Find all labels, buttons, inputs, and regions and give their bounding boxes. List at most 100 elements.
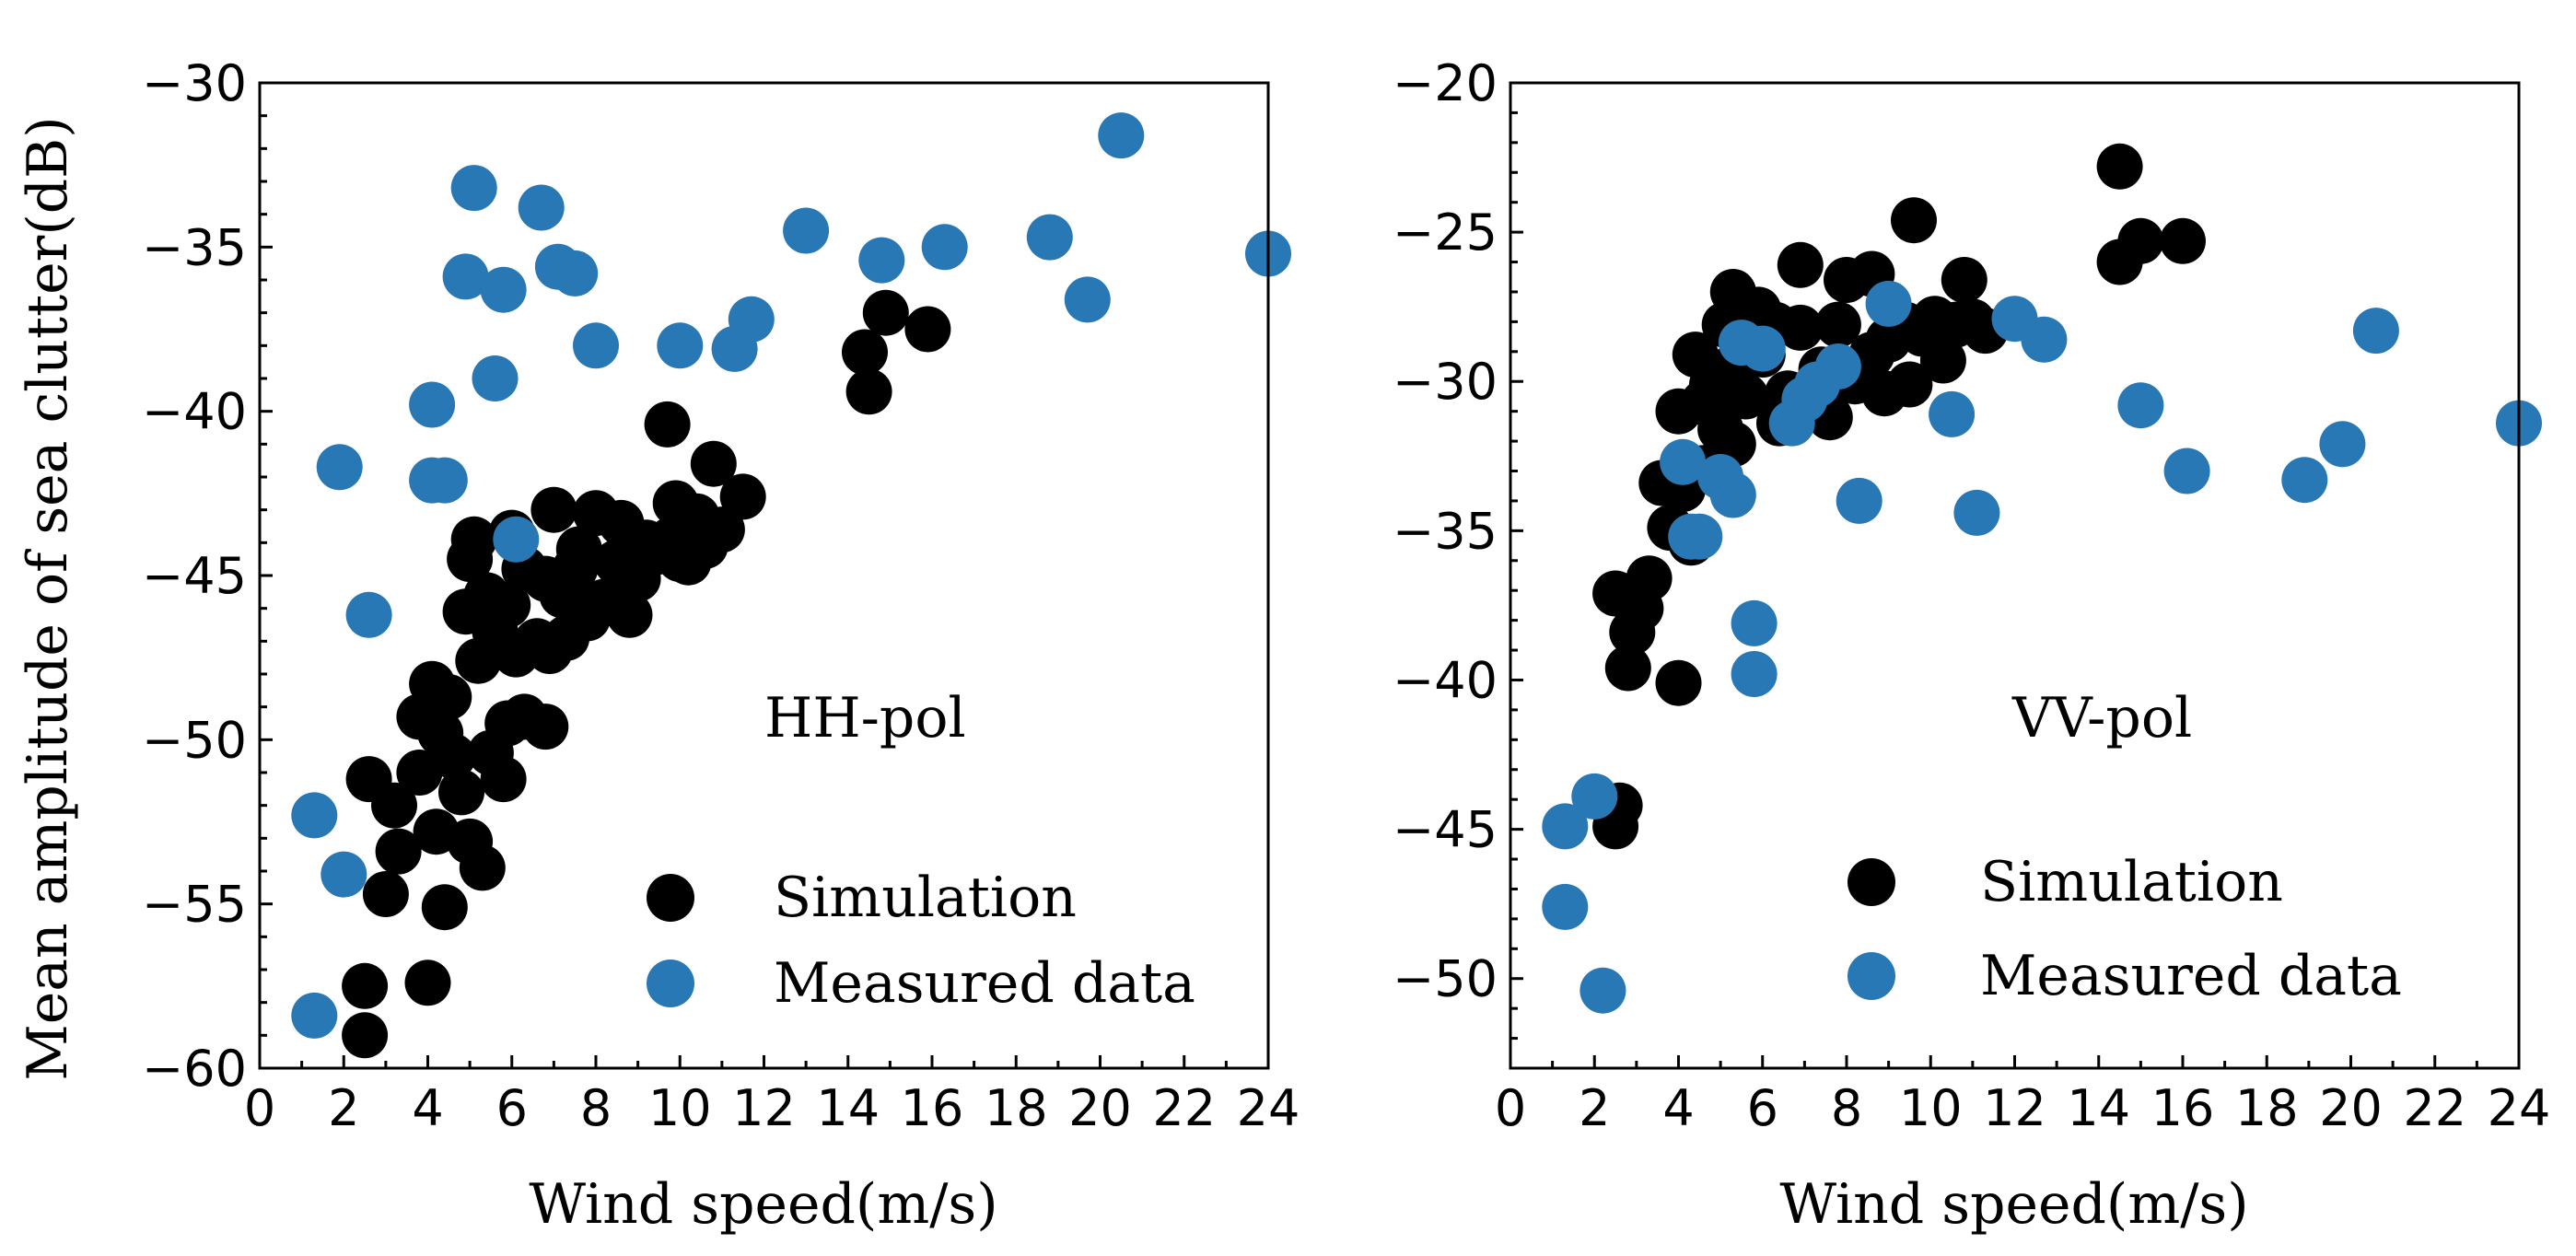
hh-pol-simulation-point-20 bbox=[484, 700, 531, 747]
vv-pol-simulation-point-55 bbox=[2160, 217, 2206, 264]
legend-label-measured: Measured data bbox=[1980, 944, 2402, 1008]
legend-label-simulation: Simulation bbox=[774, 866, 1077, 930]
hh-pol-measured-point-3 bbox=[316, 444, 363, 491]
legend-marker-simulation bbox=[1847, 858, 1895, 906]
vv-pol-x-tick-label-2: 2 bbox=[1579, 1079, 1610, 1137]
vv-pol-simulation-point-2 bbox=[1604, 645, 1651, 692]
vv-pol-legend: Simulation Measured data bbox=[1847, 850, 2402, 1008]
vv-pol-x-tick-label-20: 20 bbox=[2319, 1079, 2383, 1137]
vv-pol-simulation-point-45 bbox=[1891, 197, 1937, 244]
vv-pol-panel: 0 2 4 6 8 10 12 14 16 18 20 22 24 −50−45−40−35−30−25… bbox=[1393, 54, 2550, 1237]
vv-pol-y-tick-label--40: −40 bbox=[1393, 651, 1498, 709]
hh-pol-measured-point-0 bbox=[291, 992, 338, 1039]
vv-pol-simulation-point-54 bbox=[2117, 217, 2164, 264]
hh-pol-x-tick-label-2: 2 bbox=[328, 1079, 359, 1137]
vv-pol-y-ticks: −50 −45 −40 −35 −30 −25 −20 bbox=[1393, 54, 1523, 1070]
hh-pol-simulation-point-11 bbox=[345, 756, 392, 803]
hh-pol-x-tick-label-14: 14 bbox=[816, 1079, 880, 1137]
hh-pol-simulation-point-3 bbox=[421, 884, 468, 931]
hh-pol-simulation-point-5 bbox=[375, 828, 422, 875]
vv-pol-simulation-point-30 bbox=[1777, 241, 1824, 288]
vv-pol-y-tick-label--50: −50 bbox=[1393, 950, 1498, 1008]
hh-pol-simulation-point-15 bbox=[480, 756, 527, 803]
vv-pol-measured-point-16 bbox=[1814, 343, 1861, 390]
hh-pol-measured-point-25 bbox=[1098, 112, 1145, 159]
hh-pol-measured-point-20 bbox=[783, 207, 830, 254]
vv-pol-simulation-point-3 bbox=[1655, 659, 1702, 706]
hh-pol-measured-point-16 bbox=[573, 322, 619, 369]
hh-pol-simulation-point-53 bbox=[530, 486, 577, 533]
vv-pol-x-tick-label-18: 18 bbox=[2235, 1079, 2299, 1137]
hh-pol-measured-point-23 bbox=[1026, 214, 1073, 261]
hh-pol-simulation-point-9 bbox=[438, 769, 484, 816]
vv-pol-simulation-point-26 bbox=[1709, 269, 1756, 315]
hh-pol-points bbox=[291, 112, 1291, 1059]
hh-pol-measured-point-12 bbox=[493, 516, 540, 563]
hh-pol-measured-point-7 bbox=[409, 381, 456, 428]
vv-pol-simulation-point-29 bbox=[1777, 304, 1824, 351]
vv-pol-y-tick-label--20: −20 bbox=[1393, 54, 1498, 112]
hh-pol-measured-point-10 bbox=[472, 355, 519, 401]
hh-pol-y-tick-label--30: −30 bbox=[142, 54, 247, 112]
hh-pol-simulation-point-52 bbox=[673, 493, 720, 540]
vv-pol-measured-point-3 bbox=[1579, 967, 1626, 1014]
vv-pol-measured-point-22 bbox=[2021, 316, 2068, 363]
hh-pol-simulation-point-35 bbox=[484, 582, 531, 629]
vv-pol-measured-point-4 bbox=[1660, 438, 1707, 485]
hh-pol-simulation-point-1 bbox=[342, 962, 389, 1009]
legend-label-measured: Measured data bbox=[774, 951, 1195, 1016]
hh-pol-measured-point-8 bbox=[442, 253, 489, 300]
vv-pol-y-tick-label--35: −35 bbox=[1393, 502, 1498, 560]
hh-pol-simulation-point-55 bbox=[450, 516, 497, 563]
vv-pol-x-tick-label-14: 14 bbox=[2067, 1079, 2130, 1137]
vv-pol-measured-point-6 bbox=[1676, 513, 1723, 560]
hh-pol-simulation-point-0 bbox=[342, 1012, 389, 1059]
vv-pol-points bbox=[1542, 143, 2542, 1014]
hh-pol-simulation-point-61 bbox=[845, 368, 892, 415]
hh-pol-y-tick-label--35: −35 bbox=[142, 218, 247, 276]
vv-pol-x-tick-label-22: 22 bbox=[2403, 1079, 2466, 1137]
vv-pol-measured-point-12 bbox=[1739, 325, 1786, 372]
hh-pol-simulation-point-2 bbox=[404, 959, 451, 1006]
hh-pol-x-axis-title: Wind speed(m/s) bbox=[529, 1172, 997, 1237]
vv-pol-x-tick-label-0: 0 bbox=[1495, 1079, 1526, 1137]
vv-pol-measured-point-8 bbox=[1709, 471, 1756, 518]
vv-pol-x-tick-label-24: 24 bbox=[2488, 1079, 2551, 1137]
vv-pol-simulation-point-20 bbox=[1722, 373, 1769, 420]
hh-pol-simulation-point-57 bbox=[552, 545, 599, 592]
hh-pol-simulation-point-63 bbox=[904, 306, 951, 353]
hh-pol-measured-point-24 bbox=[1064, 276, 1111, 323]
legend-marker-measured bbox=[1847, 952, 1895, 1000]
hh-pol-measured-point-13 bbox=[518, 184, 565, 231]
hh-pol-y-tick-label--50: −50 bbox=[142, 711, 247, 769]
hh-pol-measured-point-6 bbox=[421, 457, 468, 504]
vv-pol-y-tick-label--25: −25 bbox=[1393, 204, 1498, 262]
hh-pol-simulation-point-10 bbox=[447, 818, 494, 865]
vv-pol-x-ticks: 0 2 4 6 8 10 12 14 16 18 20 22 24 bbox=[1495, 1055, 2551, 1137]
hh-pol-x-tick-label-24: 24 bbox=[1237, 1079, 1300, 1137]
hh-pol-simulation-point-59 bbox=[657, 536, 704, 583]
vv-pol-simulation-point-49 bbox=[1919, 337, 1966, 384]
vv-pol-x-tick-label-10: 10 bbox=[1899, 1079, 1963, 1137]
hh-pol-y-tick-label--60: −60 bbox=[142, 1040, 247, 1098]
hh-pol-panel: 0 2 4 6 8 10 12 14 16 18 20 22 24 −60−55−50−45−40−35… bbox=[16, 54, 1300, 1237]
vv-pol-measured-point-27 bbox=[2352, 308, 2399, 355]
hh-pol-measured-point-11 bbox=[480, 266, 527, 313]
hh-pol-x-tick-label-12: 12 bbox=[732, 1079, 796, 1137]
hh-pol-simulation-point-50 bbox=[644, 401, 691, 448]
vv-pol-x-tick-label-4: 4 bbox=[1662, 1079, 1694, 1137]
hh-pol-y-ticks: −60 −55 −50 −45 −40 −35 −30 bbox=[142, 54, 273, 1098]
hh-pol-x-tick-label-22: 22 bbox=[1152, 1079, 1216, 1137]
hh-pol-measured-point-17 bbox=[657, 322, 704, 369]
hh-pol-measured-point-9 bbox=[450, 165, 497, 212]
hh-pol-measured-point-4 bbox=[345, 591, 392, 638]
hh-pol-simulation-point-4 bbox=[362, 871, 409, 917]
vv-pol-x-tick-label-6: 6 bbox=[1747, 1079, 1778, 1137]
vv-pol-measured-point-17 bbox=[1836, 477, 1882, 524]
vv-pol-measured-point-24 bbox=[2163, 448, 2210, 494]
hh-pol-simulation-point-62 bbox=[862, 289, 909, 336]
hh-pol-simulation-point-49 bbox=[690, 440, 737, 487]
hh-pol-x-tick-label-0: 0 bbox=[244, 1079, 275, 1137]
hh-pol-x-tick-label-10: 10 bbox=[648, 1079, 712, 1137]
legend-label-simulation: Simulation bbox=[1980, 850, 2283, 914]
